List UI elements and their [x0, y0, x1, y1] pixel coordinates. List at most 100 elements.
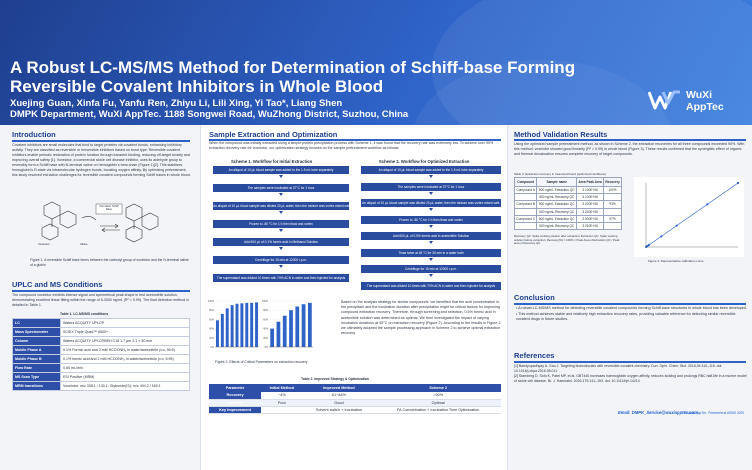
table-header-cell: Parameter — [209, 384, 262, 392]
affiliation: DMPK Department, WuXi AppTec. 1188 Songw… — [10, 109, 409, 120]
table-cell: Compound A — [513, 185, 538, 195]
table-cell: 500 ng/mL Extraction QC — [536, 214, 578, 223]
intro-body: Covalent inhibitors are small molecules … — [12, 143, 191, 177]
workflow-arrow — [278, 211, 283, 214]
workflow-arrow — [278, 247, 283, 250]
table-cell: 97% — [603, 214, 622, 223]
figure-1-box-label: Formation Schiff Base — [99, 205, 119, 211]
extraction-results-text: Based on the analysis strategy for simil… — [341, 300, 502, 336]
y-tick-label: 0% — [211, 346, 215, 349]
workflow-step: Thaw twice at 45 °C for 30 min in a wate… — [361, 248, 501, 257]
conclusion-item: This method achieves stable and relative… — [516, 312, 748, 323]
table-row: Flow Rate 0.60 mL/min — [12, 363, 190, 373]
table-header-cell: Area Peak Area — [576, 177, 605, 187]
table-cell: Poor — [261, 399, 303, 407]
table-cell — [261, 406, 303, 414]
right-column: Method Validation Results Using the opti… — [508, 125, 752, 470]
recovery-table: Compound Sample name Area Peak Area Recover… — [513, 177, 622, 231]
table-cell: 4.100E+06 — [576, 193, 605, 202]
table-cell — [513, 193, 538, 202]
workflow-step: An aliquot of 10 μL blood sample was dil… — [361, 199, 501, 207]
scheme-2-title: Scheme 2. Workflow for Optimized Extract… — [379, 159, 470, 164]
left-column: Introduction Covalent inhibitors are sma… — [0, 125, 200, 470]
fit-line — [645, 182, 739, 248]
condition-key: MS Scan Type — [12, 372, 61, 382]
poster-header: A Robust LC-MS/MS Method for Determinati… — [0, 0, 752, 125]
workflow-arrow — [428, 191, 433, 195]
reference-item: [1] Bandyopadhyay A, Gao J. Targeting bi… — [514, 364, 723, 373]
validation-body: Using the optimized sample pretreatment … — [514, 142, 745, 156]
bar — [245, 302, 249, 347]
y-tick-label: 80% — [263, 309, 269, 312]
table-row: Compound A 500 ng/mL Extraction QC 4.100E+… — [513, 185, 622, 195]
bar — [276, 321, 281, 347]
y-tick-label: 0% — [265, 346, 269, 349]
references-divider — [514, 361, 746, 363]
table-3-title: Table 3. Extraction recovery in treasure… — [514, 172, 606, 176]
y-tick-label: 40% — [209, 328, 215, 331]
bar — [240, 303, 244, 347]
workflow-step: Centrifuge for 15 min at 12000 r.p.m. — [213, 256, 349, 264]
bar — [250, 302, 254, 347]
table-cell: Linearity — [209, 399, 262, 407]
condition-key: Flow Rate — [12, 363, 61, 373]
table-header-cell: Improved Method — [302, 384, 376, 392]
workflow-arrow — [428, 274, 433, 277]
y-tick-label: 60% — [263, 318, 269, 321]
figure-1-caption: Figure 1. A reversible Schiff base forms… — [30, 258, 189, 267]
table-cell: 100% — [603, 185, 622, 195]
data-point — [647, 243, 651, 246]
bar — [289, 310, 293, 347]
bar-chart-1: 100% 80% 60% 40% 20% 0% — [207, 299, 261, 353]
uplc-body: The compound voxelotor exhibits intense … — [12, 293, 189, 307]
data-point — [646, 244, 649, 248]
workflow-arrow — [428, 208, 433, 211]
condition-value: Voxelotor: m/z 338.1 / 130.1; Glyburide(… — [60, 381, 190, 391]
workflow-step: The supernatant was diluted 10 times wit… — [213, 274, 349, 282]
table-cell: 500 ng/mL Extraction QC — [536, 185, 578, 195]
figure-3-calibration-curve — [634, 177, 744, 257]
table-header-cell: Sample name — [536, 177, 578, 187]
workflow-step: The samples were incubated at 37°C for 1… — [213, 184, 349, 192]
table-cell: Key Improvement — [209, 406, 262, 414]
extraction-intro: When the compound was initially extracte… — [209, 141, 494, 150]
condition-value: ESI Positive (MRM) — [60, 372, 190, 382]
table-cell: >90% — [375, 392, 501, 400]
extraction-divider — [209, 139, 501, 141]
bar — [282, 315, 287, 347]
workflow-step: An aliquot of 10 μL blood sample was add… — [361, 166, 501, 174]
intro-title: Introduction — [12, 130, 56, 139]
table-cell: Compound B — [513, 200, 538, 209]
bar — [301, 304, 306, 347]
y-tick-label: 100% — [208, 300, 215, 303]
logo-text-apptec: AppTec — [686, 101, 724, 113]
strategy-table: Parameter Initial Method Improved Method Sc… — [209, 384, 501, 414]
poster-title: A Robust LC-MS/MS Method for Determinati… — [10, 58, 576, 96]
table-row: Column Waters ACQUITY UPLC®BEH C18 1.7 μm… — [12, 336, 190, 346]
condition-key: MRM transitions — [12, 381, 61, 391]
data-point — [706, 203, 709, 206]
valine-label: Valine — [80, 242, 88, 246]
wuxi-wave-logo-icon — [648, 90, 680, 110]
y-tick-label: 60% — [209, 318, 215, 321]
contact-email[interactable]: Email: DMPK_Service@wuxiapptec.com — [618, 410, 698, 415]
condition-key: LC — [12, 318, 61, 328]
bar — [230, 305, 234, 347]
table-cell: 3.240E+06 — [576, 207, 605, 216]
table-row: Compound B 500 ng/mL Extraction QC 3.020E+… — [513, 200, 622, 209]
table-cell: 500 ng/mL Recovery QC — [536, 221, 578, 231]
copyright-note: © WuXi AppTec. Presented at ASMS 2025 — [684, 411, 744, 415]
table-cell — [513, 207, 538, 216]
table-cell: 500 ng/mL Extraction QC — [536, 200, 578, 209]
table-cell: Solvent switch + Incubation — [302, 406, 376, 414]
uplc-title: UPLC and MS Conditions — [12, 280, 103, 289]
workflow-step: The supernatant was diluted 10 times wit… — [361, 281, 501, 290]
table-cell: 61~84% — [302, 392, 376, 400]
table-header-cell: Scheme 2 — [375, 384, 501, 392]
wuxi-logo: WuXi AppTec — [648, 87, 744, 117]
data-point — [736, 181, 740, 185]
middle-column: Sample Extraction and Optimization When … — [200, 125, 508, 470]
condition-value: Waters ACQUITY UPLC®BEH C18 1.7 μm 2.1 ×… — [60, 336, 190, 346]
table-cell: 93% — [603, 200, 622, 209]
